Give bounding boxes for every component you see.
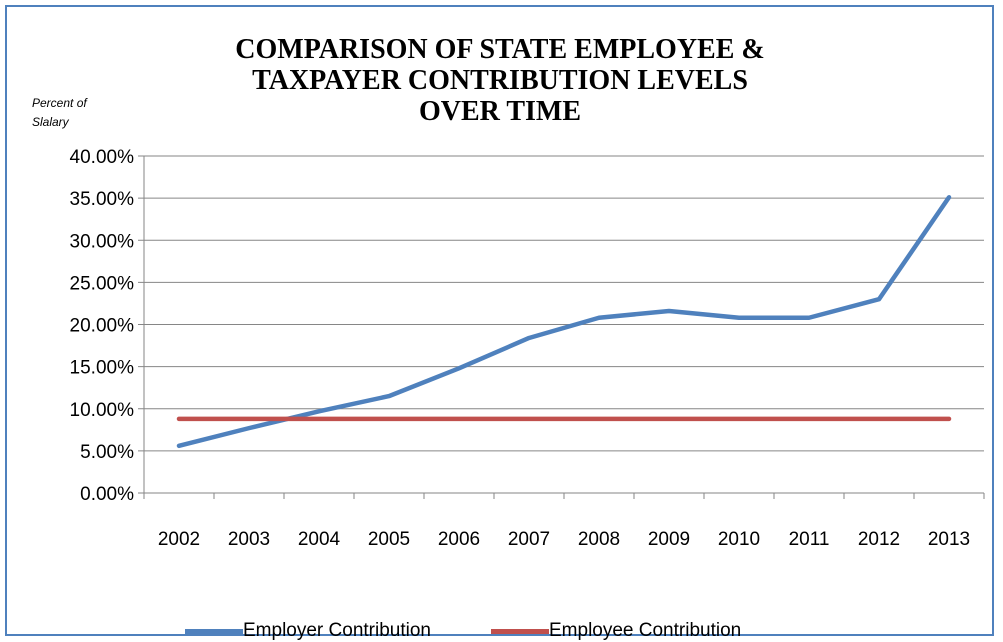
legend-item-employee: Employee Contribution xyxy=(491,620,741,642)
x-tick-label: 2005 xyxy=(368,529,410,550)
legend-swatch-employee xyxy=(491,628,549,634)
x-tick-label: 2011 xyxy=(789,529,830,550)
axes xyxy=(138,155,985,499)
chart-frame xyxy=(5,5,994,636)
chart-title-line-3: OVER TIME xyxy=(418,96,582,127)
y-axis-label: Percent of Slalary xyxy=(32,94,87,132)
y-tick-label: 10.00% xyxy=(70,400,135,421)
legend-swatch-employer xyxy=(185,628,243,634)
y-axis-label-line-1: Percent of xyxy=(32,96,87,110)
y-tick-label: 25.00% xyxy=(70,273,135,294)
y-tick-label: 20.00% xyxy=(70,316,135,337)
legend-label-employee: Employee Contribution xyxy=(549,620,742,641)
legend-item-employer: Employer Contribution xyxy=(185,620,431,642)
x-tick-label: 2013 xyxy=(928,529,970,550)
y-tick-label: 0.00% xyxy=(80,484,134,505)
x-tick-label: 2006 xyxy=(438,529,480,550)
y-tick-label: 15.00% xyxy=(70,358,135,379)
y-tick-label: 40.00% xyxy=(70,147,135,168)
x-tick-labels: 2002 2003 2004 2005 2006 2007 2008 2009 2010 2011… xyxy=(158,529,970,550)
chart-title: COMPARISON OF STATE EMPLOYEE & TAXPAYER … xyxy=(180,34,820,127)
y-axis-label-line-2: Slalary xyxy=(32,115,69,129)
x-tick-label: 2008 xyxy=(578,529,620,550)
y-tick-labels: 0.00% 5.00% 10.00% 15.00% 20.00% 25.00% 30.00%… xyxy=(70,147,135,505)
y-tick-label: 30.00% xyxy=(70,231,135,252)
x-tick-label: 2004 xyxy=(298,529,341,550)
legend-label-employer: Employer Contribution xyxy=(243,620,431,641)
chart-title-line-2: TAXPAYER CONTRIBUTION LEVELS xyxy=(252,65,748,96)
x-tick-label: 2009 xyxy=(648,529,690,550)
series-lines xyxy=(176,195,952,449)
x-tick-label: 2012 xyxy=(858,529,900,550)
y-tick-label: 35.00% xyxy=(70,189,135,210)
x-tick-label: 2003 xyxy=(228,529,270,550)
y-tick-label: 5.00% xyxy=(80,442,134,463)
grid-lines xyxy=(144,155,984,452)
chart-title-line-1: COMPARISON OF STATE EMPLOYEE & xyxy=(235,34,765,65)
series-line-employer xyxy=(176,195,952,449)
x-tick-label: 2010 xyxy=(718,529,760,550)
x-tick-label: 2007 xyxy=(508,529,550,550)
x-tick-label: 2002 xyxy=(158,529,200,550)
